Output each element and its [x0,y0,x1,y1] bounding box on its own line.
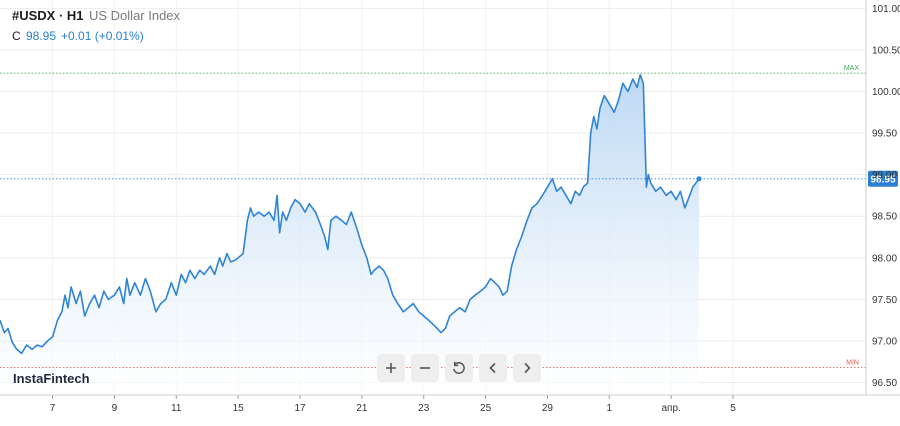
y-tick-label: 99.50 [872,129,897,140]
y-tick-label: 98.00 [872,253,897,264]
x-tick-label: 9 [112,403,118,414]
y-tick-label: 97.50 [872,295,897,306]
reset-zoom-button[interactable] [445,354,473,382]
close-value: 98.95 [26,29,57,43]
zoom-in-button[interactable] [377,354,405,382]
x-tick-label: 17 [294,403,306,414]
y-tick-label: 100.50 [872,45,900,56]
x-tick-label: 7 [50,403,56,414]
x-tick-label: 5 [730,403,736,414]
price-line [0,74,700,355]
x-tick-label: 29 [542,403,554,414]
x-tick-label: 25 [480,403,492,414]
x-tick-label: 11 [171,403,182,414]
current-price-tag-label: 98.95 [870,174,895,185]
x-tick-label: 23 [418,403,430,414]
axes: 96.50 97.00 97.50 98.00 98.50 99.00 99.50 100.0… [0,0,900,414]
instrument-symbol: #USDX · H1 [12,8,84,23]
y-tick-label: 97.00 [872,336,897,347]
chevron-left-icon [489,362,496,374]
x-tick-label: 21 [356,403,368,414]
y-tick-label: 100.00 [872,87,900,98]
current-price-tag [868,170,898,187]
instrument-description: US Dollar Index [89,8,181,23]
area-fill [0,74,699,396]
x-tick-label: 15 [233,403,245,414]
level-lines: MAX MIN 98.95 [0,65,898,368]
min-label: MIN [846,360,859,367]
price-change: +0.01 (+0.01%) [61,29,144,43]
y-tick-label: 96.50 [872,378,897,389]
y-tick-label: 98.50 [872,212,897,223]
y-tick-label: 101.00 [872,4,900,15]
price-series [0,74,702,396]
brand-logo: InstaFintech [13,371,90,386]
close-label: C [12,29,21,43]
x-tick-label: апр. [661,403,680,414]
max-label: MAX [844,65,860,72]
minus-icon [420,367,430,369]
scroll-right-button[interactable] [513,354,541,382]
rotate-ccw-icon [453,361,465,374]
x-tick-label: 1 [607,403,613,414]
last-price-dot [696,176,702,182]
plus-icon [386,363,396,373]
chevron-right-icon [524,362,531,374]
scroll-left-button[interactable] [479,354,507,382]
zoom-out-button[interactable] [411,354,439,382]
y-tick-label: 99.00 [872,170,897,181]
